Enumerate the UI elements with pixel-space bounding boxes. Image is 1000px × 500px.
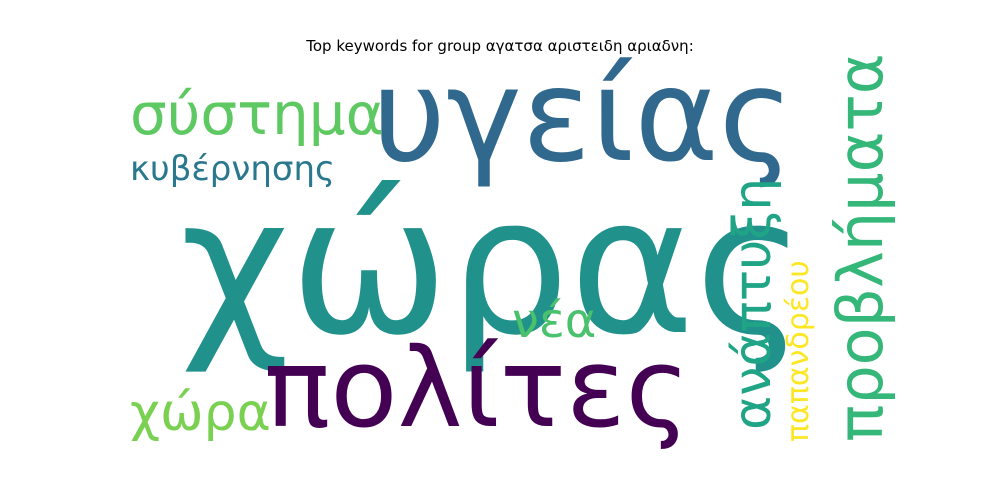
- word-3: πολίτες: [264, 324, 690, 452]
- word-5: προβλήματα: [824, 53, 897, 442]
- word-6: ανάπτυξη: [723, 178, 783, 430]
- word-10: παπανδρέου: [781, 260, 816, 442]
- chart-title: Top keywords for group αγατσα αριστειδη …: [306, 37, 694, 55]
- word-9: νέα: [512, 293, 596, 349]
- word-1: χώρας: [180, 156, 806, 377]
- word-7: χώρα: [130, 383, 271, 443]
- word-2: υγείας: [372, 42, 794, 191]
- word-8: κυβέρνησης: [130, 149, 335, 189]
- word-4: σύστημα: [130, 80, 384, 148]
